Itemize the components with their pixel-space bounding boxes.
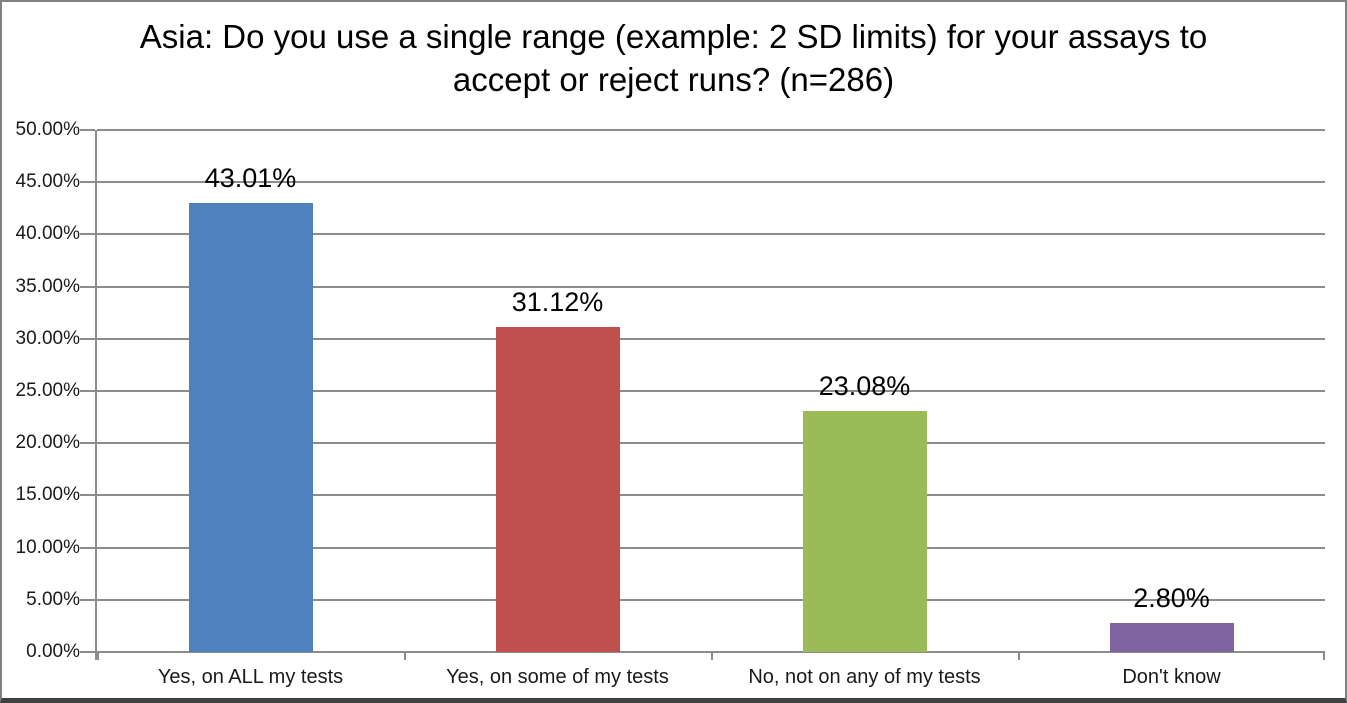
y-axis-label: 15.00%: [15, 484, 80, 506]
y-axis-label: 0.00%: [26, 641, 80, 662]
y-tick: [80, 390, 95, 392]
y-tick: [80, 181, 95, 184]
gridline: [97, 598, 1325, 601]
y-tick: [80, 494, 95, 497]
y-axis-label: 20.00%: [15, 432, 80, 454]
y-axis-label: 25.00%: [15, 380, 80, 401]
bar-value-label: 23.08%: [818, 371, 911, 402]
gridline: [97, 181, 1325, 184]
y-tick: [80, 233, 95, 236]
y-tick: [80, 285, 95, 288]
gridline: [97, 442, 1325, 445]
y-tick: [80, 598, 95, 601]
bar-value-label: 31.12%: [511, 287, 604, 318]
bar: [1109, 622, 1234, 652]
y-tick: [80, 129, 95, 131]
category-label: Yes, on ALL my tests: [157, 666, 344, 688]
plot-area: 43.01% Yes, on ALL my tests 31.12% Yes, on …: [80, 129, 1325, 688]
category-label: Don't know: [1122, 666, 1221, 688]
gridline: [97, 285, 1325, 288]
gridline: [97, 390, 1325, 392]
y-axis-label: 45.00%: [15, 171, 80, 193]
bar-value-label: 2.80%: [1133, 582, 1210, 613]
bar: [495, 327, 620, 652]
bar: [802, 411, 927, 652]
gridline: [97, 233, 1325, 236]
x-tick: [404, 652, 406, 660]
category-label: No, not on any of my tests: [748, 666, 981, 688]
bar-value-label: 43.01%: [204, 162, 297, 193]
y-axis-label: 10.00%: [15, 536, 80, 558]
bar: [188, 202, 313, 652]
y-axis-line: [95, 130, 97, 660]
y-axis-label: 40.00%: [15, 223, 80, 245]
chart-title: Asia: Do you use a single range (example…: [139, 18, 1208, 98]
y-tick: [80, 442, 95, 445]
x-tick: [1018, 652, 1020, 660]
x-tick: [711, 652, 713, 660]
y-axis-label: 35.00%: [15, 275, 80, 297]
gridline: [97, 337, 1325, 340]
y-tick: [80, 337, 95, 340]
y-tick: [80, 651, 95, 653]
gridline: [97, 494, 1325, 497]
x-tick: [97, 652, 99, 660]
gridline: [97, 546, 1325, 549]
x-tick: [1323, 652, 1325, 660]
y-axis-label: 30.00%: [15, 327, 80, 349]
y-axis-label: 5.00%: [26, 588, 80, 610]
y-tick: [80, 546, 95, 549]
category-label: Yes, on some of my tests: [446, 666, 669, 688]
gridline: [97, 129, 1325, 131]
y-axis-label: 50.00%: [15, 119, 80, 140]
